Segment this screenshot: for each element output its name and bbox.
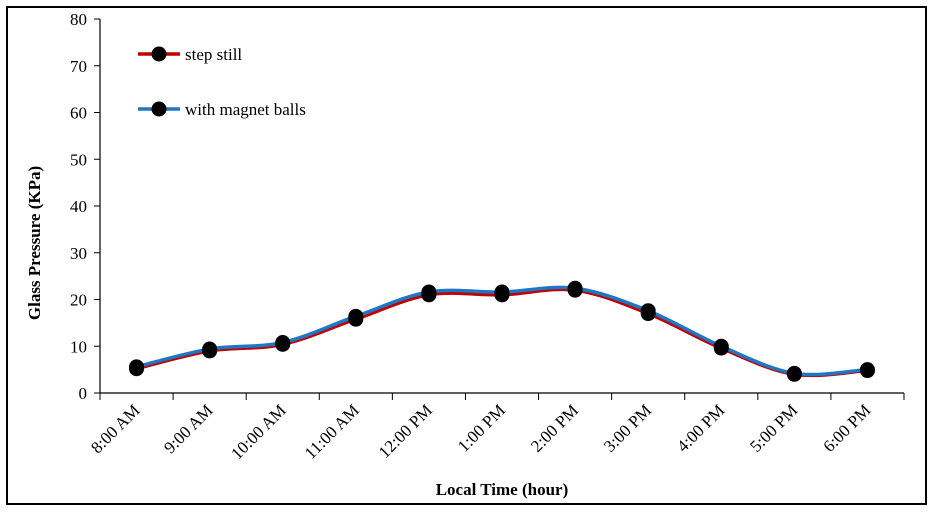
- y-tick-label: 70: [70, 57, 87, 76]
- data-point: [129, 359, 145, 375]
- data-point: [567, 280, 583, 296]
- data-point: [859, 362, 875, 378]
- x-tick-label: 2:00 PM: [527, 401, 582, 456]
- x-tick-label: 12:00 PM: [375, 401, 436, 462]
- x-tick-label: 8:00 AM: [87, 401, 144, 458]
- x-tick-label: 6:00 PM: [819, 401, 874, 456]
- data-point: [202, 341, 218, 357]
- y-tick-label: 20: [70, 291, 87, 310]
- x-tick-label: 11:00 AM: [301, 401, 363, 463]
- legend-marker: [151, 46, 167, 62]
- x-tick-label: 9:00 AM: [160, 401, 217, 458]
- x-tick-label: 3:00 PM: [600, 401, 655, 456]
- data-point: [348, 308, 364, 324]
- legend-label: step still: [185, 45, 242, 64]
- data-point: [421, 284, 437, 300]
- marker-group: [129, 280, 875, 382]
- data-point: [640, 303, 656, 319]
- data-point: [713, 338, 729, 354]
- x-tick-label: 1:00 PM: [454, 401, 509, 456]
- y-axis-title: Glass Pressure (KPa): [25, 166, 44, 320]
- legend-marker: [151, 101, 167, 117]
- x-tick-label: 4:00 PM: [673, 401, 728, 456]
- chart-frame: [6, 6, 927, 505]
- x-tick-label: 5:00 PM: [746, 401, 801, 456]
- y-tick-label: 40: [70, 197, 87, 216]
- y-tick-label: 10: [70, 337, 87, 356]
- x-axis-title: Local Time (hour): [436, 480, 569, 499]
- y-tick-label: 30: [70, 244, 87, 263]
- data-point: [494, 284, 510, 300]
- data-point: [275, 335, 291, 351]
- y-tick-label: 50: [70, 150, 87, 169]
- y-tick-label: 60: [70, 104, 87, 123]
- legend: step still with magnet balls: [138, 45, 306, 119]
- y-tick-label: 0: [79, 384, 88, 403]
- data-point: [786, 365, 802, 381]
- x-tick-label: 10:00 AM: [227, 401, 290, 464]
- y-tick-label: 80: [70, 10, 87, 29]
- legend-label: with magnet balls: [185, 100, 306, 119]
